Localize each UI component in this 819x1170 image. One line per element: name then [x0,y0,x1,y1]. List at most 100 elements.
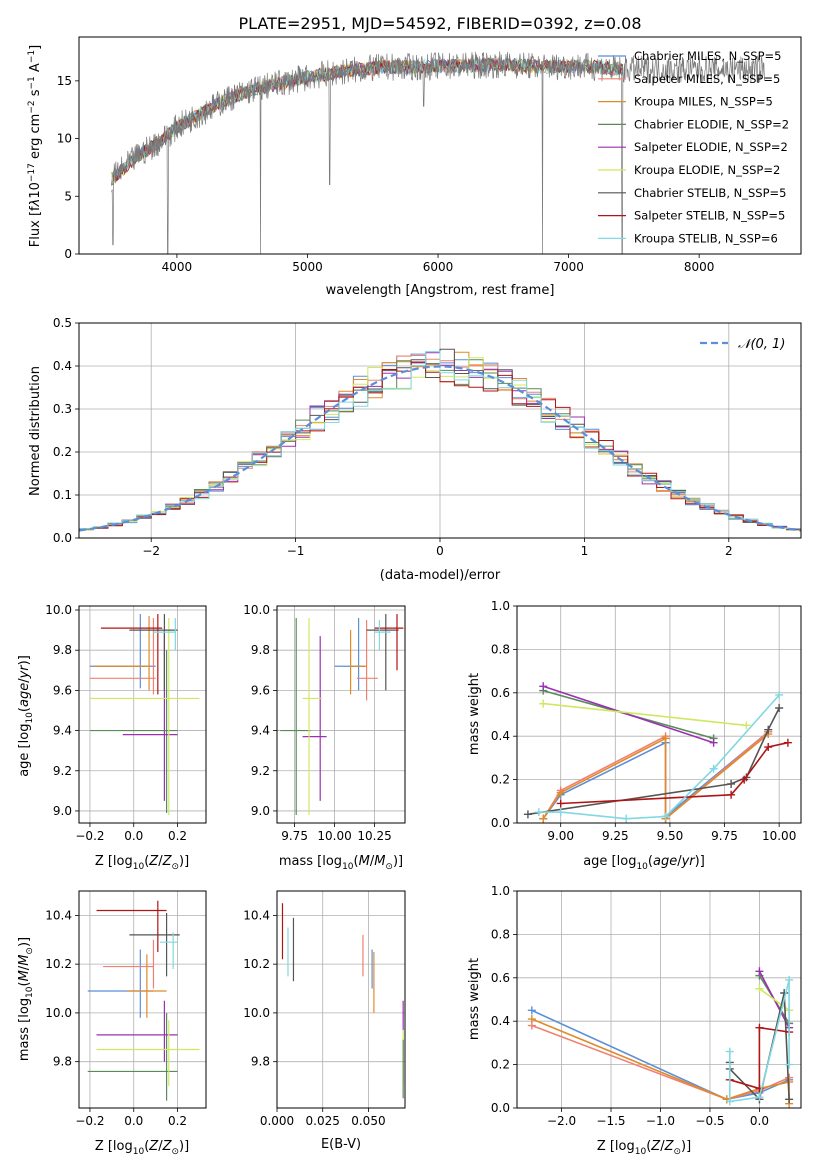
figure-title: PLATE=2951, MJD=54592, FIBERID=0392, z=0… [238,14,641,33]
wAge-ytick-label: 0.2 [491,773,510,787]
wAge-point [539,682,548,691]
wZ-point [780,988,789,997]
ageM-ytick-label: 9.4 [251,724,270,738]
wAge-ytick-label: 0.4 [491,729,510,743]
massZ-xtick-label: 0.2 [168,1114,187,1128]
spectrum-data-line [111,51,765,254]
wAge-series-line [542,685,714,744]
wAge-point [783,738,792,747]
wAge-point [556,788,565,797]
mass-vs-Z-plot: −0.2 0.0 0.2 9.8 10.0 10.2 10.4 [45,890,207,1128]
legend-label: Salpeter ELODIE, N_SSP=2 [634,140,788,154]
massE-xtick-label: 0.050 [351,1114,385,1128]
ageM-ytick-label: 9.0 [251,804,270,818]
wZ-marks [527,967,794,1108]
ageZ-xtick-label: −0.2 [75,829,104,843]
weight-vs-Z-plot: −2.0 −1.5 −1.0 −0.5 0.0 0.0 0.2 0.4 0.6 0.8 1.0 [491,884,802,1128]
wAge-marks [523,682,792,823]
residuals-xtick-label: 2 [725,544,733,558]
wZ-series-line [729,1026,790,1090]
normal-curve [79,365,801,532]
ageM-ytick-label: 9.8 [251,643,270,657]
ageZ-ytick-label: 9.2 [53,764,72,778]
ageZ-frame [78,605,207,824]
wZ-ytick-label: 1.0 [491,884,510,898]
wAge-xtick-label: 9.25 [602,829,629,843]
ageZ-xtick-label: 0.2 [168,829,187,843]
wZ-xtick-label: −0.5 [695,1114,724,1128]
wAge-point [556,808,565,817]
panel-spectrum: 4000 5000 6000 7000 8000 0 5 10 15 Chabrier MILE… [27,36,802,298]
wAge-ytick-label: 0.6 [491,686,510,700]
legend-label: Salpeter STELIB, N_SSP=5 [634,209,785,223]
mass-vs-EBV-xlabel: E(B-V) [321,1137,361,1152]
age-vs-Z-xlabel: Z [log10(Z/Z⊙)] [95,854,189,872]
ageM-xtick-label: 10.00 [317,829,351,843]
residuals-ytick-label: 0.3 [53,402,72,416]
wAge-ytick-label: 1.0 [491,599,510,613]
massZ-ytick-label: 10.0 [45,1006,72,1020]
wZ-series-line [531,1024,790,1101]
spectrum-ytick-label: 0 [64,247,72,261]
massE-ytick-label: 9.8 [251,1055,270,1069]
massZ-ytick-label: 9.8 [53,1055,72,1069]
panel-age-vs-mass: 9.75 10.00 10.25 9.0 9.2 9.4 9.6 9.8 10.0 mass [… [243,603,406,872]
residuals-ytick-label: 0.4 [53,359,72,373]
residuals-plot: −2 −1 0 1 2 0.0 0.1 0.2 0.3 0.4 0.5 𝒩(0, 1) [53,316,802,558]
wZ-point [527,1015,536,1024]
wZ-ytick-label: 0.0 [491,1101,510,1115]
spectrum-xtick-label: 8000 [684,260,715,274]
wAge-point [534,808,543,817]
wAge-ytick-label: 0.8 [491,642,510,656]
wZ-xtick-label: −2.0 [547,1114,576,1128]
ageM-ytick-label: 10.0 [243,603,270,617]
wAge-series-line [542,733,769,821]
ageM-xtick-label: 9.75 [281,829,308,843]
massE-xtick-label: 0.000 [260,1114,294,1128]
massE-ytick-label: 10.4 [243,908,270,922]
wZ-point [785,1060,794,1069]
legend-label: Chabrier MILES, N_SSP=5 [634,49,781,63]
massZ-ytick-label: 10.2 [45,957,72,971]
ageM-ytick-label: 9.2 [251,764,270,778]
spectrum-plot: 4000 5000 6000 7000 8000 0 5 10 15 [57,36,802,274]
wZ-point [785,975,794,984]
panel-age-vs-Z: −0.2 0.0 0.2 9.0 9.2 9.4 9.6 9.8 10.0 Z [log10(Z… [17,603,207,872]
ageM-ytick-label: 9.6 [251,683,270,697]
residuals-ytick-label: 0.0 [53,531,72,545]
residuals-xtick-label: −2 [142,544,160,558]
massE-ytick-label: 10.2 [243,957,270,971]
weight-vs-age-xlabel: age [log10(age/yr)] [583,854,705,872]
wAge-point [775,703,784,712]
residuals-xtick-label: 0 [436,544,444,558]
spectrum-xtick-label: 7000 [553,260,584,274]
wAge-frame [516,605,802,824]
spectrum-ytick-label: 15 [57,74,72,88]
legend-label: Chabrier STELIB, N_SSP=5 [634,186,786,200]
residuals-lines [79,348,801,532]
mass-vs-EBV-plot: 0.000 0.025 0.050 9.8 10.0 10.2 10.4 [243,890,406,1128]
wAge-ytick-label: 0.0 [491,816,510,830]
massZ-frame [78,890,207,1109]
wAge-series-line [543,702,747,727]
spectrum-ytick-label: 10 [57,132,72,146]
ageM-frame [276,605,406,824]
weight-vs-Z-ylabel: mass weight [467,958,482,1040]
wAge-series-line [538,694,780,820]
wZ-frame [516,890,802,1109]
massZ-xtick-label: 0.0 [124,1114,143,1128]
wAge-xtick-label: 10.00 [762,829,796,843]
wZ-point [725,1097,734,1106]
residuals-ytick-label: 0.5 [53,316,72,330]
mass-vs-Z-ylabel: mass [log10(M/M⊙)] [17,937,35,1061]
wAge-point [740,775,749,784]
residuals-xtick-label: 1 [581,544,589,558]
spectrum-model-line [111,57,624,186]
wAge-point [556,799,565,808]
residuals-frame [78,322,802,539]
wZ-point [785,1095,794,1104]
spectrum-legend: Chabrier MILES, N_SSP=5 Salpeter MILES, N… [598,49,789,245]
wZ-ytick-label: 0.2 [491,1058,510,1072]
age-vs-Z-plot: −0.2 0.0 0.2 9.0 9.2 9.4 9.6 9.8 10.0 [45,603,207,843]
